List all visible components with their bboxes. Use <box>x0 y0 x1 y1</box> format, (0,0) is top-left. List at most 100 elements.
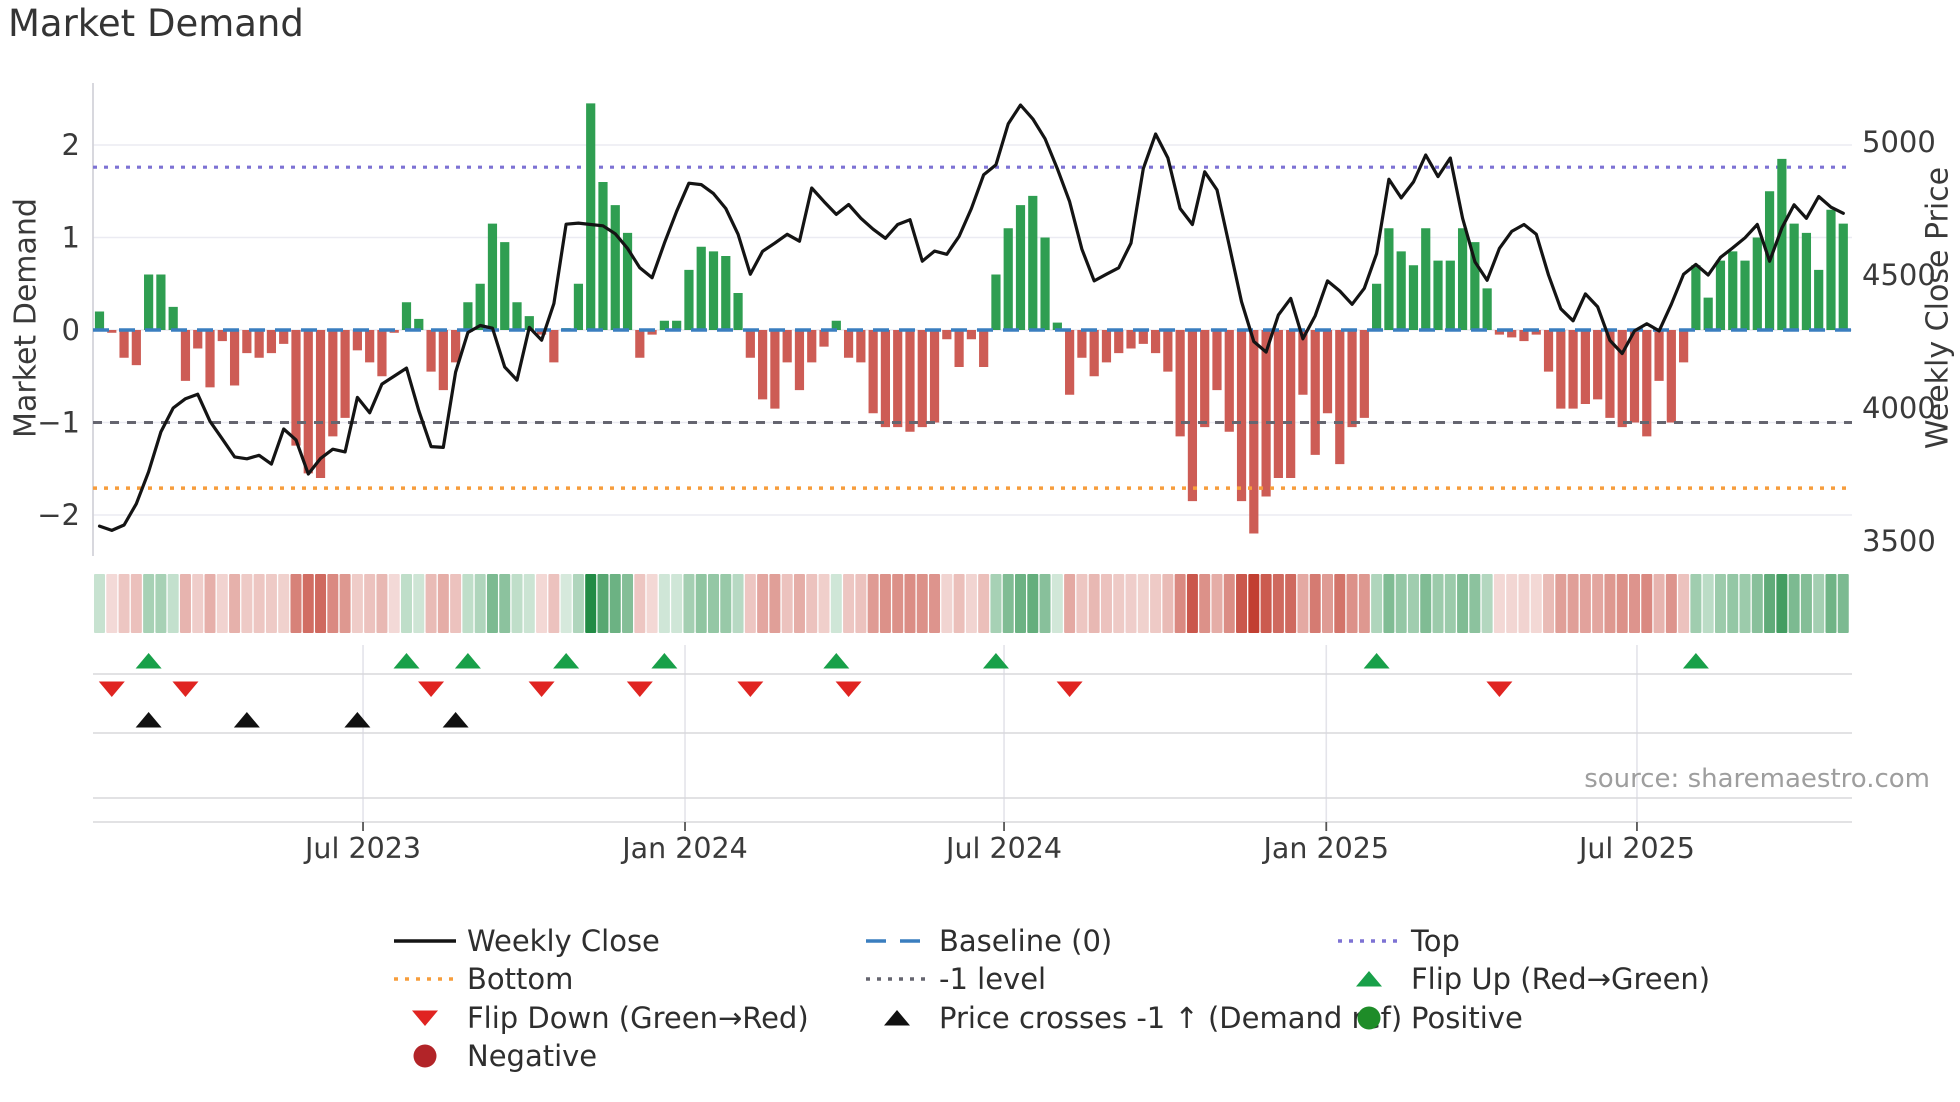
demand-bar <box>819 330 829 347</box>
demand-bar <box>991 274 1001 330</box>
demand-bar <box>254 330 264 358</box>
right-tick-label: 3500 <box>1862 524 1936 558</box>
demand-bar <box>180 330 191 381</box>
demand-bar <box>868 330 878 414</box>
demand-bar <box>1273 330 1283 478</box>
legend-label: Top <box>1410 924 1460 958</box>
heatmap-cell <box>916 574 928 633</box>
heatmap-cell <box>1125 574 1137 633</box>
heatmap-cell <box>720 574 732 633</box>
demand-bar <box>954 330 964 367</box>
heatmap-cell <box>879 574 891 633</box>
heatmap-cell <box>94 574 105 633</box>
heatmap-cell <box>1727 574 1739 633</box>
flip-up-marker <box>553 653 580 669</box>
demand-bar <box>1335 330 1345 465</box>
demand-bar <box>1052 322 1062 330</box>
x-tick-label: Jan 2024 <box>620 832 748 865</box>
heatmap-cell <box>1518 574 1530 633</box>
demand-bar <box>1138 330 1148 344</box>
right-tick-label: 4000 <box>1862 391 1936 425</box>
heatmap-cell <box>1530 574 1542 633</box>
heatmap-cell <box>1309 574 1321 633</box>
demand-bar <box>1028 195 1038 330</box>
axis-ticks: 2 1 0 −1 −2 5000 4500 4000 3500 <box>37 125 1936 558</box>
demand-bar <box>1801 232 1812 330</box>
demand-bar <box>1789 223 1799 330</box>
demand-bar <box>1224 330 1234 432</box>
left-tick-label: 2 <box>62 128 80 162</box>
demand-bar <box>893 330 903 428</box>
demand-bar <box>696 246 706 330</box>
demand-bar <box>512 302 522 330</box>
demand-bar <box>1433 260 1443 330</box>
price-cross-marker <box>135 712 162 728</box>
heatmap-cell <box>204 574 216 633</box>
demand-bar <box>1519 330 1529 342</box>
heatmap-cell <box>1579 574 1591 633</box>
legend-item: Flip Down (Green→Red) <box>412 1001 809 1035</box>
demand-bar <box>291 330 301 446</box>
x-tick-label: Jan 2025 <box>1262 832 1390 865</box>
legend-item: Flip Up (Red→Green) <box>1356 962 1710 996</box>
demand-bar <box>328 330 338 437</box>
demand-bar <box>1838 223 1848 330</box>
heatmap-cell <box>1371 574 1383 633</box>
heatmap-cell <box>241 574 253 633</box>
heatmap-cell <box>1604 574 1616 633</box>
demand-bar <box>635 330 645 358</box>
demand-bar <box>1752 237 1762 330</box>
demand-bar <box>1642 330 1652 437</box>
legend-swatch <box>884 1010 910 1026</box>
demand-bar <box>217 330 227 342</box>
heatmap-cell <box>1813 574 1825 633</box>
legend-label: Negative <box>467 1039 597 1073</box>
flip-down-marker <box>1056 681 1083 697</box>
heatmap-cell <box>1199 574 1211 633</box>
marker-panels <box>93 645 1852 823</box>
legend-swatch <box>412 1010 438 1026</box>
demand-bar <box>340 330 350 418</box>
heatmap-cell <box>364 574 376 633</box>
heatmap-cell <box>1162 574 1174 633</box>
heatmap-cell <box>1788 574 1800 633</box>
legend-label: Weekly Close <box>467 924 660 958</box>
demand-bar <box>1310 330 1320 455</box>
demand-bar <box>1286 330 1296 478</box>
heatmap-cell <box>806 574 818 633</box>
demand-bar <box>1593 330 1603 400</box>
source-note: source: sharemaestro.com <box>1584 764 1930 794</box>
flip-up-marker <box>1363 653 1390 669</box>
demand-bar <box>193 330 203 349</box>
demand-bar <box>659 320 669 330</box>
heatmap-cell <box>708 574 719 633</box>
demand-bar <box>1715 260 1726 330</box>
demand-bar <box>94 311 105 330</box>
heatmap-cell <box>646 574 658 633</box>
demand-bar <box>1629 330 1640 423</box>
flip-down-marker <box>418 681 445 697</box>
heatmap-cell <box>1506 574 1518 633</box>
heatmap-cell <box>634 574 646 633</box>
heatmap-cell <box>450 574 462 633</box>
heatmap-cell <box>1444 574 1456 633</box>
demand-bar <box>917 330 927 428</box>
demand-bar <box>229 330 240 386</box>
heatmap-cell <box>1800 574 1812 633</box>
demand-bar <box>1101 330 1112 363</box>
heatmap-cell <box>1678 574 1690 633</box>
heatmap-cell <box>1150 574 1162 633</box>
flip-down-marker <box>835 681 862 697</box>
right-tick-label: 5000 <box>1862 125 1936 159</box>
heatmap-cell <box>1186 574 1198 633</box>
demand-bar <box>1163 330 1173 372</box>
demand-bar <box>782 330 792 363</box>
heatmap-cell <box>1297 574 1309 633</box>
demand-bar <box>598 182 608 330</box>
heatmap-cell <box>130 574 142 633</box>
heatmap-cell <box>401 574 412 633</box>
heatmap-cell <box>1714 574 1726 633</box>
heatmap-cell <box>155 574 167 633</box>
